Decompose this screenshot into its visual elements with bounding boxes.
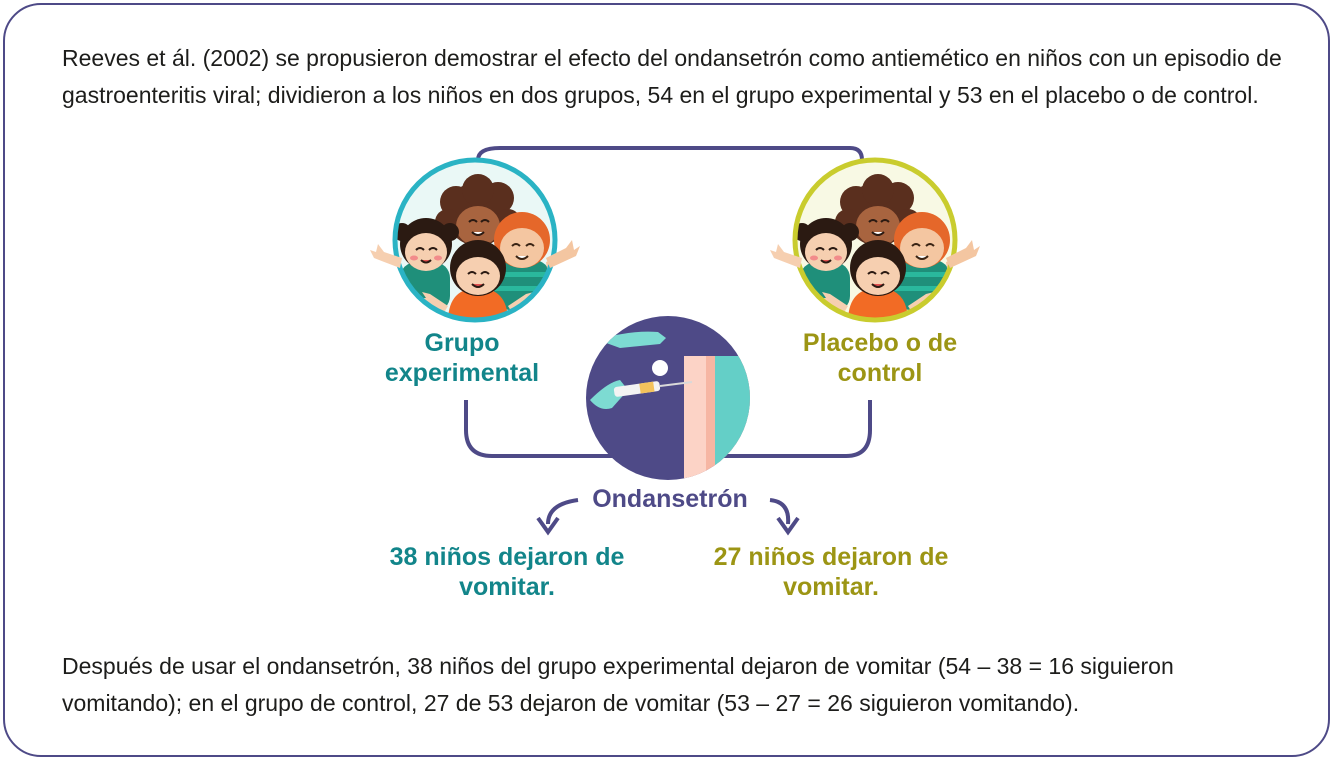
arrow-left-curve-icon xyxy=(546,498,579,525)
experimental-result: 38 niños dejaron de vomitar. xyxy=(352,542,662,602)
control-result-line2: vomitar. xyxy=(783,573,879,601)
control-result-line1: 27 niños dejaron de xyxy=(713,543,949,571)
control-group-label: Placebo o de control xyxy=(770,328,990,388)
control-result: 27 niños dejaron de vomitar. xyxy=(676,542,986,602)
conclusion-paragraph: Después de usar el ondansetrón, 38 niños… xyxy=(62,653,1174,716)
treatment-label: Ondansetrón xyxy=(592,485,748,513)
injection-icon xyxy=(586,316,750,480)
top-connector xyxy=(476,146,864,161)
intro-paragraph: Reeves et ál. (2002) se propusieron demo… xyxy=(62,45,1282,108)
experimental-group-icon xyxy=(370,157,580,323)
experimental-group-label: Grupo experimental xyxy=(352,328,572,388)
content-frame xyxy=(3,3,1330,757)
experimental-label-line2: experimental xyxy=(384,359,540,387)
control-label-line1: Placebo o de xyxy=(802,329,958,357)
control-label-line2: control xyxy=(837,359,923,387)
control-group-icon xyxy=(770,157,980,323)
experimental-result-line2: vomitar. xyxy=(459,573,555,601)
experimental-label-line1: Grupo xyxy=(424,329,500,357)
arrow-right-curve-icon xyxy=(769,498,791,525)
experimental-result-line1: 38 niños dejaron de xyxy=(389,543,625,571)
